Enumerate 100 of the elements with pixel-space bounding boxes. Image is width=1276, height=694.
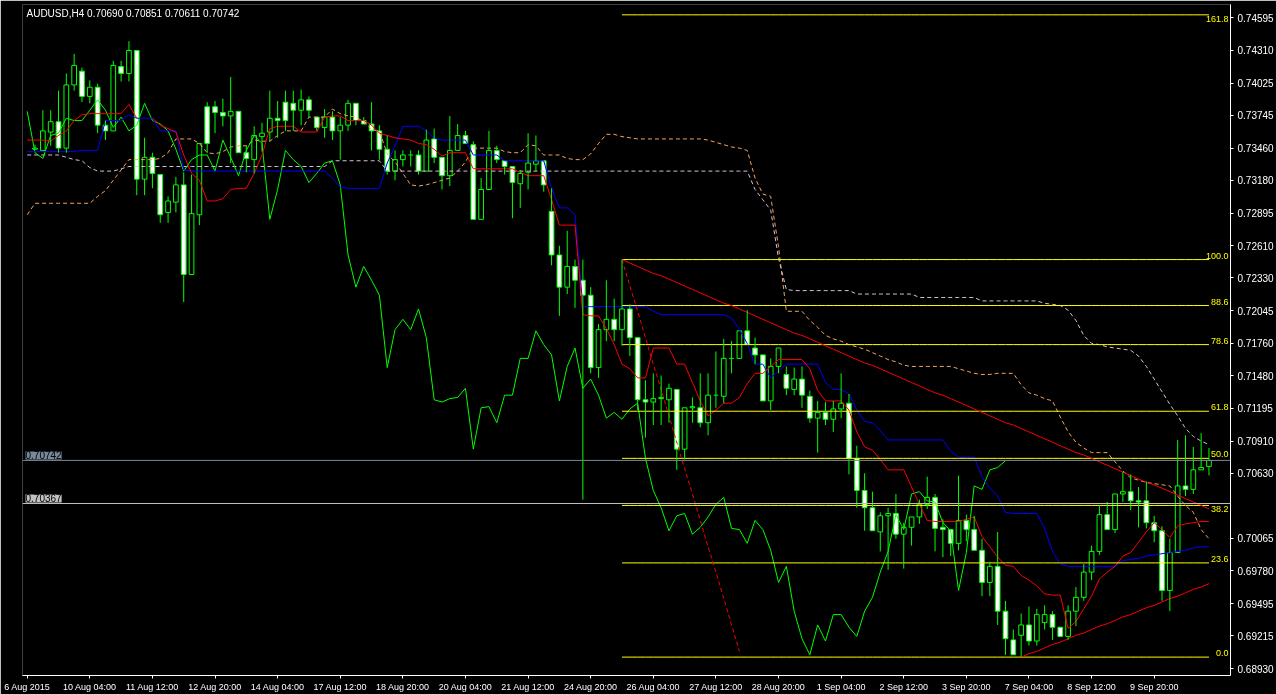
series-label: 61.8 [1210, 402, 1229, 413]
candlestick [1206, 447, 1212, 476]
y-tick-label: 0.72895 [1237, 208, 1275, 220]
candlestick [979, 538, 985, 597]
candlestick [752, 337, 758, 365]
candlestick [1120, 471, 1126, 503]
candlestick [525, 132, 531, 190]
x-tick-label: 24 Aug 20:00 [563, 681, 617, 692]
candlestick [603, 279, 610, 342]
x-tick-label: 12 Aug 20:00 [188, 681, 242, 692]
candlestick [251, 125, 258, 174]
candlestick [861, 472, 868, 532]
x-tick-label: 14 Aug 04:00 [250, 681, 304, 692]
candlestick [266, 90, 273, 142]
candlestick [290, 90, 297, 132]
candlestick [705, 372, 711, 436]
candlestick [478, 177, 484, 220]
y-tick-label: 0.74025 [1237, 78, 1275, 90]
candlestick [877, 511, 884, 552]
x-tick-label: 2 Sep 12:00 [879, 681, 929, 692]
y-tick-label: 0.69495 [1237, 598, 1275, 610]
candlestick [830, 400, 837, 433]
candlestick [846, 393, 852, 475]
candlestick [86, 79, 93, 104]
x-tick-label: 10 Aug 04:00 [63, 681, 117, 692]
candlestick [47, 109, 54, 147]
candlestick [838, 372, 844, 419]
x-tick-label: 7 Sep 04:00 [1004, 681, 1054, 692]
candlestick [626, 303, 633, 357]
ref-line-label: 0.70367 [25, 493, 63, 505]
y-tick-label: 0.74595 [1237, 12, 1275, 24]
candlestick [486, 130, 492, 190]
candlestick [345, 99, 351, 132]
candlestick [157, 174, 164, 224]
y-tick-label: 0.70910 [1237, 436, 1275, 448]
candlestick [1167, 538, 1173, 612]
candlestick [118, 60, 124, 82]
candlestick [79, 67, 85, 103]
y-tick-label: 0.68930 [1237, 663, 1275, 675]
candlestick [1182, 434, 1189, 497]
candlestick [994, 531, 1001, 626]
candlestick [1018, 612, 1024, 658]
x-tick-label: 21 Aug 12:00 [501, 681, 555, 692]
candlestick [1010, 629, 1017, 656]
candlestick [971, 515, 978, 551]
candlestick [431, 128, 438, 164]
candlestick [439, 156, 445, 190]
x-tick-label: 3 Sep 20:00 [942, 681, 991, 692]
candlestick [259, 122, 265, 153]
line-series [1020, 583, 1210, 658]
candlestick [673, 388, 680, 471]
candlestick [564, 230, 571, 295]
candlestick [783, 365, 790, 396]
candlestick [165, 195, 171, 224]
candlestick [720, 338, 727, 404]
y-tick-label: 0.72330 [1237, 272, 1275, 284]
x-tick-label: 6 Aug 2015 [4, 681, 50, 692]
candlestick [548, 187, 555, 266]
series-label: 23.6 [1210, 553, 1229, 564]
x-tick-label: 28 Aug 20:00 [751, 681, 805, 692]
y-tick-label: 0.71195 [1237, 403, 1274, 415]
candlestick [517, 169, 524, 209]
y-tick-label: 0.74310 [1237, 45, 1275, 57]
candlestick [1096, 504, 1103, 556]
candlestick [337, 116, 344, 161]
ref-line-label: 0.70742 [25, 450, 63, 462]
x-tick-label: 20 Aug 04:00 [438, 681, 492, 692]
x-tick-label: 9 Sep 20:00 [1129, 681, 1179, 692]
candlestick [924, 476, 931, 510]
series-label: 0.0 [1215, 648, 1229, 659]
y-tick-label: 0.73460 [1237, 143, 1275, 155]
candlestick [885, 507, 891, 571]
candlestick [595, 323, 602, 379]
candlestick [400, 149, 406, 168]
y-tick-label: 0.71480 [1237, 370, 1275, 382]
candlestick [775, 347, 782, 374]
candlestick [1198, 432, 1204, 471]
series-label: 38.2 [1210, 504, 1229, 515]
candlestick [940, 518, 946, 558]
candlestick [1104, 501, 1111, 531]
x-tick-label: 11 Aug 12:00 [125, 681, 179, 692]
x-tick-label: 17 Aug 12:00 [313, 681, 367, 692]
candlestick [853, 445, 860, 509]
candlestick [619, 259, 625, 347]
y-tick-label: 0.69215 [1237, 630, 1275, 642]
candlestick [1112, 493, 1118, 534]
series-label: 88.6 [1210, 296, 1229, 307]
candlestick [1159, 525, 1165, 602]
candlestick [1065, 604, 1071, 641]
chart-title: AUDUSD,H4 0.70690 0.70851 0.70611 0.70742 [26, 7, 240, 19]
candlestick [728, 340, 735, 374]
candlestick [173, 176, 179, 213]
candlestick [799, 365, 805, 409]
candlestick [666, 383, 672, 424]
candlestick [611, 298, 618, 342]
candlestick [1033, 608, 1040, 647]
candlestick [306, 95, 312, 118]
y-tick-label: 0.73745 [1237, 110, 1275, 122]
series-label: 161.8 [1205, 13, 1229, 24]
candlestick [376, 124, 383, 161]
